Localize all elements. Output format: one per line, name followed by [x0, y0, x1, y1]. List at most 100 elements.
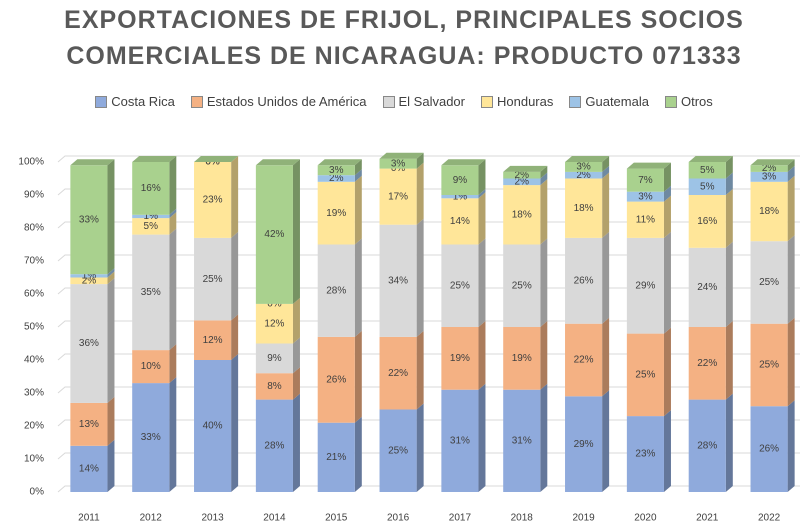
bar-top — [70, 159, 115, 166]
data-label: 33% — [79, 214, 99, 225]
bar-side — [787, 159, 795, 172]
bar-top — [565, 156, 610, 162]
data-label: 2% — [329, 173, 344, 184]
data-label: 2% — [82, 275, 97, 286]
data-label: 25% — [450, 280, 470, 291]
bar-segment — [503, 171, 541, 179]
bar-segment — [626, 168, 664, 192]
bar-segment — [565, 178, 603, 238]
y-tick-label: 40% — [24, 355, 44, 366]
legend-label: Otros — [680, 94, 713, 109]
bar-side — [602, 317, 610, 397]
data-label: 3% — [576, 162, 591, 173]
grid-line — [57, 452, 800, 460]
data-label: 28% — [697, 440, 717, 451]
data-label: 23% — [635, 449, 655, 460]
data-label: 16% — [141, 183, 161, 194]
bar-side — [478, 192, 486, 245]
bar-segment — [194, 320, 232, 360]
grid-line — [57, 155, 800, 163]
data-label: 28% — [264, 440, 284, 451]
bar-side — [231, 314, 239, 360]
legend-label: Estados Unidos de América — [206, 94, 367, 109]
bar-segment — [194, 237, 232, 321]
data-label: 42% — [264, 229, 284, 240]
x-tick-label: 2014 — [263, 513, 286, 524]
bar-segment — [255, 399, 293, 492]
bar-segment — [70, 445, 108, 492]
bar-side — [725, 241, 733, 327]
data-label: 34% — [388, 275, 408, 286]
bar-side — [787, 317, 795, 407]
data-label: 29% — [635, 280, 655, 291]
chart-title: COMERCIALES DE NICARAGUA: PRODUCTO 07133… — [66, 42, 742, 70]
data-label: 18% — [512, 209, 532, 220]
legend-label: Costa Rica — [111, 94, 175, 109]
bar-side — [478, 321, 486, 390]
legend-label: Guatemala — [585, 94, 649, 109]
bar-side — [416, 152, 424, 169]
bar-side — [663, 185, 671, 202]
x-tick-label: 2019 — [572, 513, 595, 524]
y-tick-label: 20% — [24, 421, 44, 432]
bar-side — [663, 231, 671, 334]
data-label: 21% — [326, 452, 346, 463]
bar-side — [107, 439, 115, 492]
bar-side — [478, 159, 486, 195]
data-label: 19% — [512, 353, 532, 364]
bar-segment — [132, 214, 170, 219]
bar-segment — [317, 165, 355, 176]
bar-segment — [132, 218, 170, 235]
data-label: 7% — [638, 175, 653, 186]
bar-segment — [70, 284, 108, 403]
y-tick-label: 100% — [18, 157, 44, 168]
x-tick-label: 2013 — [201, 513, 224, 524]
bar-segment — [70, 402, 108, 446]
x-tick-label: 2016 — [387, 513, 410, 524]
bar-segment — [194, 360, 232, 492]
bar-side — [107, 396, 115, 446]
data-label: 9% — [453, 175, 468, 186]
data-label: 26% — [326, 374, 346, 385]
legend-label: Honduras — [497, 94, 554, 109]
data-label: 35% — [141, 287, 161, 298]
bar-segment — [255, 303, 293, 344]
bar-segment — [503, 244, 541, 327]
bar-segment — [132, 162, 170, 215]
y-tick-label: 60% — [24, 289, 44, 300]
grid-line — [57, 353, 800, 361]
grid-line — [57, 254, 800, 262]
data-label: 25% — [759, 360, 779, 371]
bar-side — [416, 218, 424, 337]
bar-segment — [688, 178, 726, 195]
bar-segment — [379, 224, 417, 337]
bar-segment — [750, 406, 788, 492]
bar-side — [107, 159, 115, 275]
bar-side — [725, 321, 733, 400]
legend-item: Honduras — [481, 94, 553, 109]
data-label: 25% — [635, 369, 655, 380]
bar-segment — [565, 237, 603, 324]
bar-segment — [255, 373, 293, 400]
bar-side — [416, 330, 424, 410]
bar-top — [255, 159, 300, 166]
bar-side — [540, 238, 548, 327]
bar-top — [750, 159, 795, 166]
data-label: 9% — [267, 353, 282, 364]
bar-side — [540, 179, 548, 245]
bar-segment — [441, 195, 479, 199]
data-label: 40% — [203, 421, 223, 432]
y-tick-label: 90% — [24, 190, 44, 201]
bar-side — [292, 159, 300, 304]
bar-segment — [441, 389, 479, 492]
bar-side — [292, 337, 300, 374]
legend-swatch — [95, 95, 108, 108]
bar-side — [725, 156, 733, 179]
x-tick-label: 2011 — [78, 513, 100, 524]
y-tick-label: 0% — [30, 487, 45, 498]
bar-side — [354, 330, 362, 423]
legend-swatch — [190, 95, 203, 108]
bar-side — [787, 175, 795, 242]
